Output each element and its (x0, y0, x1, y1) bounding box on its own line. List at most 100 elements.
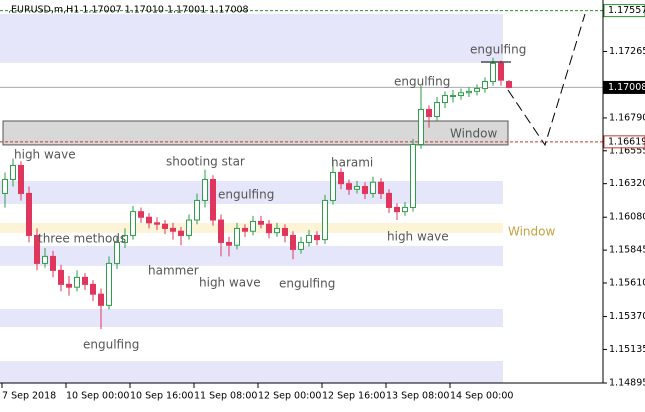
zone (0, 309, 503, 328)
candle-body (226, 241, 232, 246)
annotation: high wave (199, 276, 261, 290)
annotation: high wave (387, 230, 449, 244)
y-tick-label: 1.16320 (609, 178, 645, 189)
candle-body (466, 90, 472, 94)
candle-body (114, 241, 120, 264)
candle-body (50, 255, 56, 271)
candle-body (306, 234, 312, 243)
candle-body (474, 88, 480, 92)
candle-body (130, 211, 136, 236)
candle-body (282, 227, 288, 236)
candle-body (354, 185, 360, 190)
candle-body (378, 181, 384, 194)
x-tick-label: 12 Sep 16:00 (322, 391, 385, 402)
candle-body (298, 241, 304, 250)
price-label: 1.17008 (608, 82, 645, 93)
annotation: engulfing (218, 188, 274, 202)
candle-body (170, 227, 176, 232)
candle-body (42, 255, 48, 264)
candle-body (242, 227, 248, 232)
annotation: harami (331, 156, 373, 170)
price-label: 1.17557 (608, 5, 645, 16)
candle-body (186, 219, 192, 236)
y-tick-label: 1.15845 (609, 245, 645, 256)
annotation: shooting star (166, 155, 245, 169)
candle-body (2, 178, 8, 194)
annotation: hammer (148, 264, 199, 278)
y-tick-label: 1.16790 (609, 112, 645, 123)
x-tick-label: 14 Sep 00:00 (450, 391, 513, 402)
candle-body (58, 269, 64, 285)
price-label-box (603, 4, 645, 18)
candle-body (386, 192, 392, 208)
candle-body (338, 171, 344, 185)
candle-body (330, 171, 336, 201)
candle-body (146, 216, 152, 224)
candle-body (202, 178, 208, 201)
candle-body (290, 234, 296, 250)
zones (0, 13, 509, 383)
annotation: engulfing (394, 75, 450, 89)
y-tick-label: 1.15135 (609, 344, 645, 355)
candle-body (74, 276, 80, 288)
annotation: engulfing (470, 43, 526, 57)
price-label: 1.16619 (608, 136, 645, 147)
candle-body (322, 199, 328, 241)
x-tick-label: 10 Sep 16:00 (130, 391, 193, 402)
candle-body (442, 95, 448, 104)
candle-body (434, 102, 440, 118)
candle-body (498, 62, 504, 81)
candle-body (394, 206, 400, 213)
candle-body (138, 211, 144, 218)
y-tick-label: 1.15370 (609, 311, 645, 322)
candle-body (234, 227, 240, 246)
candle-body (178, 230, 184, 236)
candle-body (266, 223, 272, 234)
candle-body (490, 62, 496, 83)
candle-body (458, 92, 464, 97)
candle-body (418, 109, 424, 145)
x-tick-label: 10 Sep 00:00 (66, 391, 129, 402)
candle-body (506, 81, 512, 88)
annotation: Window (450, 127, 498, 141)
candle-body (90, 283, 96, 295)
candle-body (410, 143, 416, 208)
candle-body (98, 293, 104, 306)
y-tick-label: 1.15610 (609, 277, 645, 288)
candle-body (362, 185, 368, 194)
zone (0, 13, 503, 63)
annotation: engulfing (279, 277, 335, 291)
price-label-box (603, 135, 645, 149)
chart-title: .EURUSD,m,H1 1.17007 1.17010 1.17001 1.1… (8, 5, 249, 16)
candle-body (66, 283, 72, 288)
zone (0, 361, 503, 383)
candle-body (370, 181, 376, 194)
candle-body (402, 206, 408, 213)
y-tick-label: 1.17265 (609, 46, 645, 57)
candle-body (82, 276, 88, 285)
candle-body (218, 219, 224, 243)
x-tick-label: 7 Sep 2018 (2, 391, 56, 402)
candle-body (450, 95, 456, 98)
candle-body (10, 164, 16, 180)
zone (0, 245, 503, 266)
y-tick-label: 1.14895 (609, 378, 645, 389)
candle-body (346, 183, 352, 190)
candle-body (274, 227, 280, 234)
candle-body (122, 234, 128, 243)
candle-body (426, 109, 432, 118)
candle-body (34, 234, 40, 264)
annotation: three methods (38, 232, 126, 246)
annotation: engulfing (83, 338, 139, 352)
plot (0, 10, 603, 330)
candle-body (26, 192, 32, 236)
annotation: high wave (14, 148, 76, 162)
zone (2, 120, 509, 146)
x-tick-label: 13 Sep 08:00 (386, 391, 449, 402)
candle-body (482, 81, 488, 90)
candle-body (314, 234, 320, 241)
x-tick-label: 11 Sep 08:00 (194, 391, 257, 402)
candle-body (154, 222, 160, 225)
candle-body (194, 199, 200, 221)
